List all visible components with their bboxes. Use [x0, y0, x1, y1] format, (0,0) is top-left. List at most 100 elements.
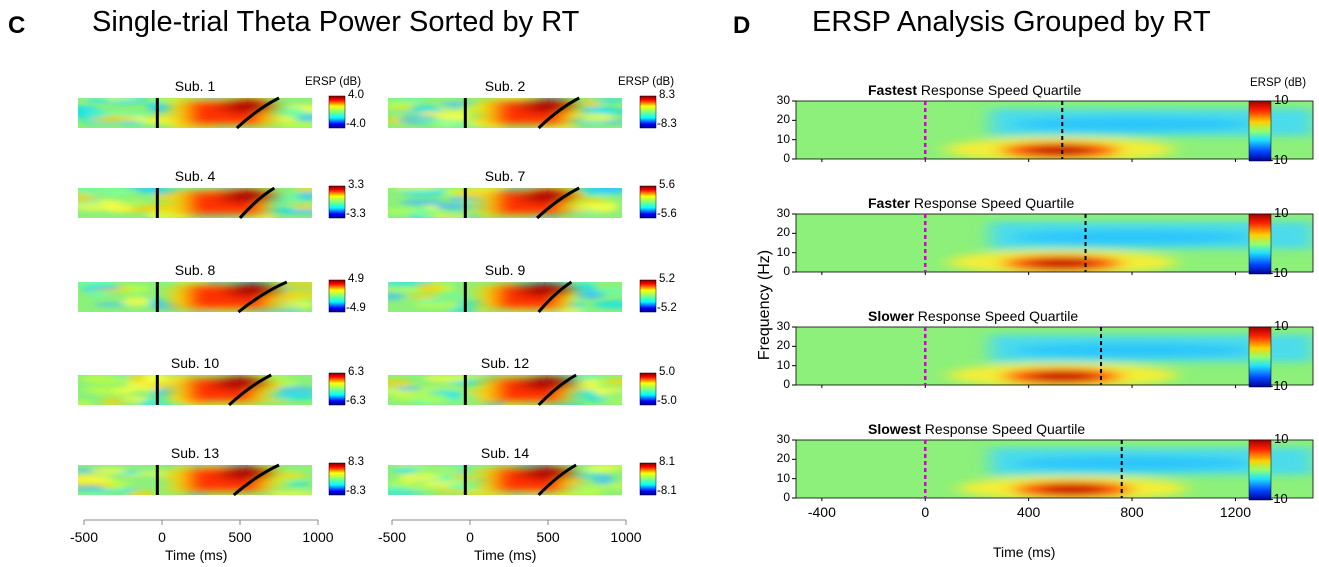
- noise-blob: [592, 300, 622, 309]
- noise-blob: [602, 395, 622, 404]
- subject-title: Sub. 8: [174, 262, 216, 278]
- panel-c-xlabel-left: Time (ms): [165, 547, 228, 563]
- noise-blob: [128, 489, 155, 495]
- noise-blob: [122, 396, 148, 403]
- strip-4: [78, 186, 312, 219]
- noise-blob: [571, 203, 618, 214]
- colorbar: [639, 95, 657, 129]
- colorbar-min-label: -4.9: [346, 302, 366, 314]
- colorbar-max-label: 4.9: [348, 273, 364, 285]
- rt-curve: [228, 373, 272, 407]
- noise-blob: [401, 198, 445, 206]
- x-tick-label: 1000: [610, 529, 642, 545]
- noise-blob: [284, 282, 312, 290]
- x-tick-label: 1200: [1219, 504, 1252, 520]
- quartile-heatmap-3: [792, 326, 1314, 388]
- noise-blob: [450, 474, 475, 479]
- noise-blob: [292, 203, 312, 210]
- noise-blob: [297, 191, 312, 201]
- beta-decrease-core: [1012, 230, 1253, 245]
- noise-blob: [78, 400, 94, 405]
- strip-12: [388, 373, 622, 407]
- beta-decrease-core: [1012, 456, 1253, 471]
- subject-title: Sub. 1: [174, 78, 216, 94]
- noise-blob: [270, 491, 312, 495]
- noise-blob: [414, 282, 445, 293]
- colorbar-min-label: -8.3: [346, 485, 366, 497]
- subject-title: Sub. 10: [170, 355, 220, 371]
- panel-d-ylabel: Frequency (Hz): [756, 249, 773, 361]
- noise-blob: [126, 375, 149, 383]
- theta-darkred: [520, 99, 577, 113]
- theta-darkred: [219, 189, 276, 203]
- x-tick-label: -400: [807, 504, 836, 520]
- x-tick-label: 500: [228, 529, 252, 545]
- strip-2: [388, 96, 622, 130]
- noise-blob: [579, 113, 613, 123]
- theta-red: [1025, 145, 1094, 156]
- quartile-title: Slowest Response Speed Quartile: [868, 421, 1085, 437]
- noise-blob: [83, 491, 104, 495]
- noise-blob: [135, 471, 171, 476]
- noise-blob: [78, 475, 116, 484]
- noise-blob: [435, 204, 461, 209]
- x-tick-label: 400: [1016, 504, 1041, 520]
- colorbar: [1248, 213, 1272, 275]
- y-tick-label: 10: [776, 131, 790, 146]
- colorbar: [328, 185, 346, 219]
- noise-blob: [279, 301, 312, 309]
- colorbar-max-label: 5.2: [659, 273, 675, 285]
- panel-c-colorbar-label-right: ERSP (dB): [618, 76, 675, 88]
- noise-blob: [576, 379, 601, 389]
- quartile-heatmap-1: [792, 100, 1314, 162]
- strip-9: [388, 280, 622, 313]
- noise-blob: [449, 306, 477, 312]
- noise-blob: [418, 118, 464, 125]
- noise-blob: [395, 386, 423, 392]
- colorbar-max-label: 10: [1274, 431, 1289, 446]
- colorbar-min-label: -8.1: [657, 485, 677, 497]
- colorbar: [328, 462, 346, 496]
- colorbar: [639, 185, 657, 219]
- noise-blob: [388, 286, 422, 291]
- colorbar-min-label: -8.3: [657, 118, 677, 130]
- panel-c-xlabel-right: Time (ms): [474, 547, 537, 563]
- noise-blob: [388, 485, 410, 490]
- colorbar: [639, 279, 657, 313]
- colorbar-max-label: 10: [1274, 92, 1289, 107]
- noise-blob: [443, 294, 474, 299]
- rt-curve: [536, 186, 580, 220]
- colorbar: [1248, 100, 1272, 162]
- colorbar-max-label: 5.0: [659, 366, 675, 378]
- noise-blob: [123, 385, 162, 392]
- x-tick-label: 800: [1120, 504, 1144, 520]
- noise-blob: [388, 292, 406, 301]
- y-tick-label: 20: [776, 338, 790, 353]
- heatmap-frame: [795, 326, 1314, 386]
- rt-curve: [237, 280, 288, 314]
- strip-7: [388, 186, 622, 220]
- noise-blob: [453, 190, 486, 198]
- quartile-heatmap-4: [792, 439, 1314, 501]
- rt-curve: [537, 373, 577, 407]
- x-tick-label: -500: [377, 529, 407, 545]
- noise-blob: [420, 393, 449, 404]
- noise-blob: [94, 302, 127, 307]
- quartile-title-rest: Response Speed Quartile: [913, 308, 1079, 324]
- noise-blob: [78, 485, 105, 490]
- heatmap-frame: [795, 213, 1314, 273]
- colorbar-min-label: -10: [1269, 152, 1288, 167]
- subject-title: Sub. 13: [170, 445, 220, 461]
- noise-blob: [407, 294, 438, 300]
- rt-curve: [537, 280, 573, 313]
- noise-blob: [593, 476, 615, 485]
- strip-14: [388, 463, 622, 497]
- theta-darkred: [519, 376, 576, 390]
- heatmap-frame: [795, 439, 1314, 499]
- heatmap-frame: [795, 100, 1314, 160]
- panel-d-letter: D: [733, 12, 751, 39]
- panel-d-title: ERSP Analysis Grouped by RT: [812, 6, 1211, 38]
- subject-title: Sub. 12: [480, 355, 530, 371]
- rt-curve: [537, 96, 580, 130]
- beta-decrease-core: [1012, 343, 1253, 358]
